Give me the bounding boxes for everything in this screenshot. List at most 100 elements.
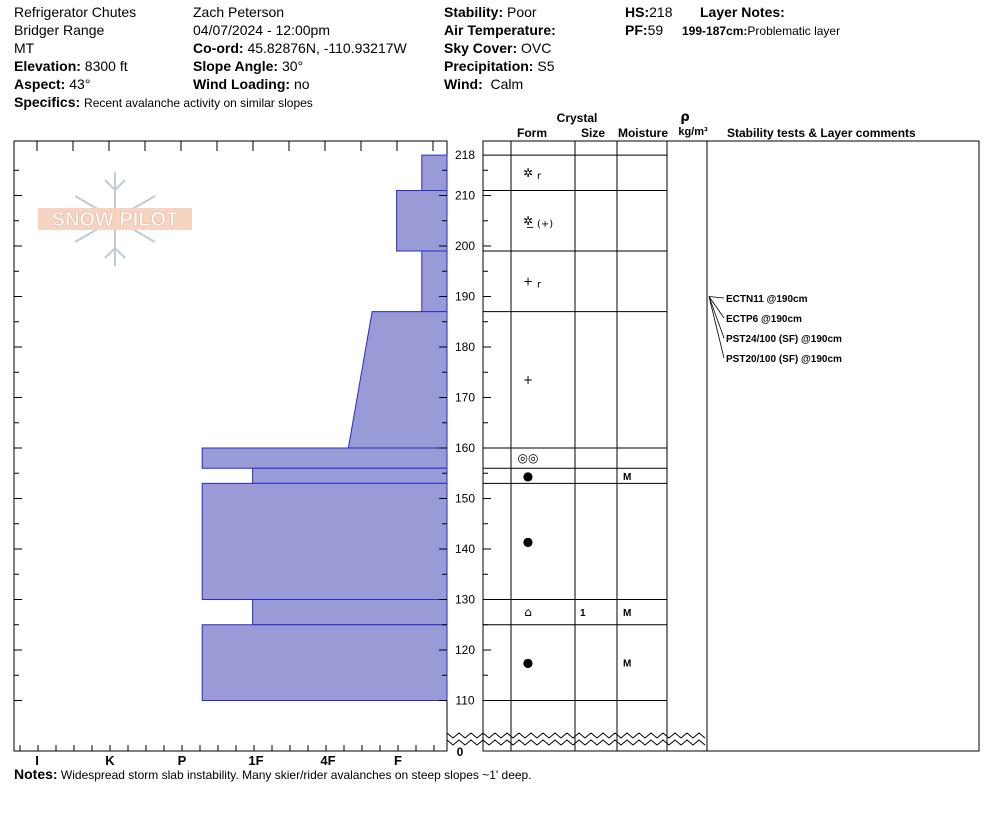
hardness-label-F: F [394,753,402,768]
air-temp-label: Air Temperature: [444,22,556,38]
rho-header: ρ [680,110,689,125]
wind-field: Wind: Calm [444,75,523,93]
hardness-bar-4 [201,447,448,469]
axis-break-0 [446,732,706,739]
pf-label: PF: [625,22,648,38]
layer-note: 199-187cm:Problematic layer [682,22,840,40]
wind-loading-field: Wind Loading: no [193,75,310,93]
range-name: Bridger Range [14,22,105,38]
elevation-label: Elevation: [14,58,81,74]
precip-value: S5 [537,58,555,74]
pf-field: PF:59 [625,21,663,39]
zero-label: 0 [457,745,464,759]
form-sub-2: r [537,279,542,290]
air-temp-field: Air Temperature: [444,21,556,39]
specifics-value: Recent avalanche activity on similar slo… [84,96,313,110]
logo-text: SNOW PILOT [52,209,179,231]
location-name: Refrigerator Chutes [14,4,137,20]
form-symbol-4: ◎◎ [518,451,539,465]
layer-note-text: Problematic layer [747,24,841,38]
form-symbol-0: ✲ [523,166,533,180]
hs-label: HS: [625,4,650,20]
test-pointer-2 [708,296,725,339]
height-label-130: 130 [455,593,475,607]
sky-field: Sky Cover: OVC [444,39,551,57]
stability-field: Stability: Poor [444,3,537,21]
density-unit-header: kg/m³ [678,126,708,138]
height-label-110: 110 [455,694,474,708]
form-symbol-6: ● [523,534,533,548]
form-sub-1: (+) [537,219,553,230]
aspect-value: 43° [69,76,91,92]
state-name: MT [14,40,35,56]
height-label-170: 170 [455,391,475,405]
notes-label: Notes: [14,766,58,782]
test-pointer-0 [708,296,725,299]
stability-value: Poor [507,4,537,20]
layer-notes-label: Layer Notes: [700,4,785,20]
axis-break-1 [446,739,706,746]
hardness-label-P: P [178,753,187,768]
wind-value: Calm [490,76,524,92]
hardness-label-I: I [35,753,39,768]
height-label-218: 218 [455,148,475,162]
layer-note-depth: 199-187cm: [682,24,748,38]
moisture-value-7: M [623,608,631,619]
hs-value: 218 [649,4,673,20]
specifics-field: Specifics: Recent avalanche activity on … [14,93,313,112]
observer-name: Zach Peterson [193,4,285,20]
hs-field: HS:218 [625,3,672,21]
hardness-bar-5 [252,467,448,484]
slope-label: Slope Angle: [193,58,279,74]
form-symbol-3: + [523,373,533,387]
coord-field: Co-ord: 45.82876N, -110.93217W [193,39,407,57]
stability-test-1: ECTP6 @190cm [726,314,802,325]
test-pointer-3 [708,296,725,359]
coord-label: Co-ord: [193,40,244,56]
hardness-bar-6 [201,482,448,600]
test-pointer-1 [708,296,725,319]
notes-field: Notes: Widespread storm slab instability… [14,766,532,782]
height-label-190: 190 [455,290,475,304]
elevation-value: 8300 ft [84,58,128,74]
aspect-label: Aspect: [14,76,66,92]
elevation-field: Elevation: 8300 ft [14,57,128,75]
slope-field: Slope Angle: 30° [193,57,303,75]
hardness-bar-2 [421,250,448,313]
layer-table-frame [482,140,980,752]
hardness-label-1F: 1F [248,753,263,768]
precip-field: Precipitation: S5 [444,57,554,75]
pf-value: 59 [647,22,664,38]
height-label-150: 150 [455,492,475,506]
sky-label: Sky Cover: [444,40,518,56]
stability-test-3: PST20/100 (SF) @190cm [726,354,842,365]
hardness-label-K: K [105,753,115,768]
moisture-value-5: M [623,472,631,483]
stability-test-2: PST24/100 (SF) @190cm [726,334,842,345]
observation-datetime: 04/07/2024 - 12:00pm [193,22,330,38]
wind-loading-value: no [293,76,310,92]
hardness-label-4F: 4F [320,753,335,768]
wind-label: Wind: [444,76,483,92]
form-symbol-5: ● [523,469,533,483]
hardness-bar-8 [201,624,448,701]
wind-loading-label: Wind Loading: [193,76,291,92]
stability-header: Stability tests & Layer comments [727,126,916,140]
slope-value: 30° [281,58,304,74]
size-header: Size [581,126,605,140]
form-symbol-1: ✲̲ [523,214,534,228]
stability-test-0: ECTN11 @190cm [726,294,808,305]
form-symbol-2: + [523,274,533,288]
height-label-210: 210 [455,189,475,203]
hardness-bar-1 [396,189,448,252]
precip-label: Precipitation: [444,58,534,74]
hardness-bar-0 [421,154,448,191]
snowpilot-logo: SNOW PILOT [38,172,192,266]
height-label-180: 180 [455,340,475,354]
sky-value: OVC [521,40,552,56]
height-label-140: 140 [455,542,475,556]
coord-value: 45.82876N, -110.93217W [247,40,407,56]
moisture-value-8: M [623,659,631,670]
height-label-120: 120 [455,643,475,657]
aspect-field: Aspect: 43° [14,75,90,93]
